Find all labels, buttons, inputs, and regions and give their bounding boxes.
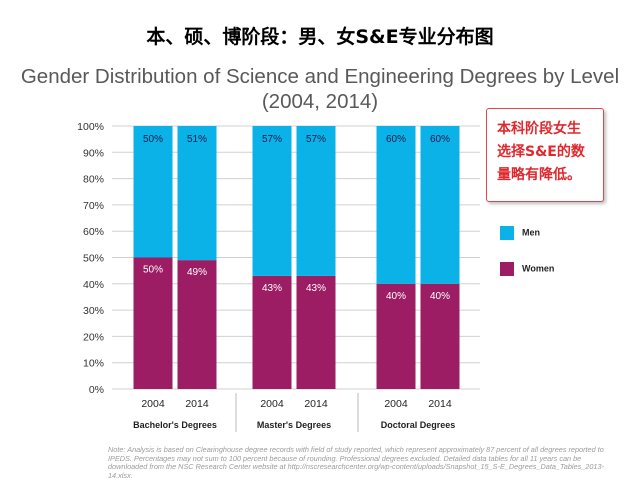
legend-label-men: Men — [522, 227, 540, 238]
x-tick-label: 2004 — [141, 398, 165, 410]
x-tick-label: 2004 — [384, 398, 408, 410]
chart-subtitle: (2004, 2014) — [261, 90, 379, 113]
bar-women — [177, 260, 217, 389]
bar-women — [420, 283, 460, 389]
y-tick-label: 80% — [83, 174, 104, 186]
data-label-men: 50% — [143, 134, 163, 145]
legend-swatch-men — [500, 226, 514, 240]
y-tick-label: 30% — [83, 305, 104, 317]
y-tick-label: 10% — [83, 358, 104, 370]
y-tick-label: 90% — [83, 147, 104, 159]
legend-swatch-women — [500, 262, 514, 276]
legend-item-men: Men — [500, 226, 540, 240]
data-label-men: 57% — [262, 134, 282, 145]
group-label: Doctoral Degrees — [381, 420, 456, 430]
y-tick-label: 60% — [83, 226, 104, 238]
y-tick-label: 0% — [89, 384, 104, 396]
bar-men — [420, 126, 460, 284]
data-label-men: 57% — [306, 134, 326, 145]
y-tick-label: 100% — [77, 121, 104, 133]
data-label-women: 43% — [306, 283, 326, 294]
chart-title: Gender Distribution of Science and Engin… — [20, 65, 620, 88]
y-tick-label: 50% — [83, 253, 104, 265]
data-label-men: 60% — [386, 134, 406, 145]
x-tick-label: 2004 — [260, 398, 284, 410]
x-tick-label: 2014 — [185, 398, 209, 410]
page-headline: 本、硕、博阶段：男、女S&E专业分布图 — [146, 26, 494, 48]
group-label: Master's Degrees — [257, 420, 331, 430]
data-label-women: 50% — [143, 265, 163, 276]
data-label-women: 49% — [187, 267, 207, 278]
legend-label-women: Women — [522, 263, 555, 274]
callout-text: 本科阶段女生选择S&E的数量略有降低。 — [497, 121, 585, 183]
bar-men — [177, 126, 217, 261]
bar-men — [252, 126, 292, 276]
callout-box: 本科阶段女生选择S&E的数量略有降低。 — [486, 108, 604, 202]
legend-item-women: Women — [500, 262, 554, 276]
data-label-men: 60% — [430, 134, 450, 145]
y-tick-label: 70% — [83, 200, 104, 212]
data-label-men: 51% — [187, 134, 207, 145]
bar-women — [296, 275, 336, 389]
data-label-women: 43% — [262, 283, 282, 294]
y-tick-label: 40% — [83, 279, 104, 291]
bar-men — [376, 126, 416, 284]
bar-women — [252, 275, 292, 389]
data-label-women: 40% — [430, 291, 450, 302]
bar-women — [376, 283, 416, 389]
group-label: Bachelor's Degrees — [133, 420, 217, 430]
chart-title-block: Gender Distribution of Science and Engin… — [0, 64, 640, 114]
bar-men — [133, 126, 173, 258]
x-tick-label: 2014 — [304, 398, 328, 410]
y-tick-label: 20% — [83, 331, 104, 343]
bar-women — [133, 257, 173, 389]
bar-men — [296, 126, 336, 276]
x-tick-label: 2014 — [428, 398, 452, 410]
data-label-women: 40% — [386, 291, 406, 302]
footnote: Note: Analysis is based on Clearinghouse… — [108, 445, 604, 480]
